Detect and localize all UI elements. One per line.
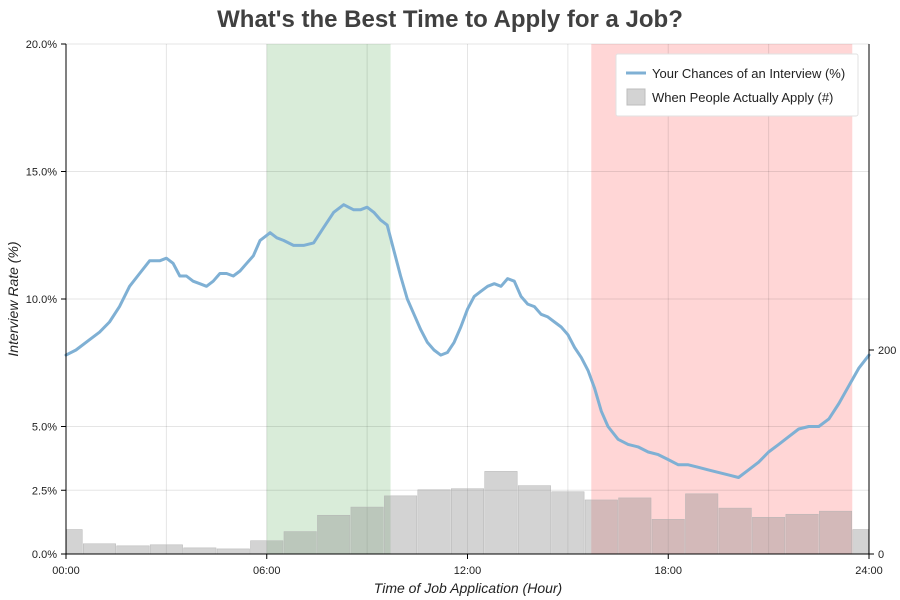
legend-box	[615, 53, 859, 117]
y-tick-label-2: 5.0%	[32, 422, 57, 434]
bar-17	[618, 497, 652, 555]
bar-15	[551, 491, 585, 555]
x-tick-label-3: 18:00	[654, 565, 682, 577]
legend: Your Chances of an Interview (%) When Pe…	[615, 53, 859, 117]
interview-rate-line	[64, 203, 871, 479]
bar-18	[651, 519, 685, 555]
x-axis-title: Time of Job Application (Hour)	[374, 580, 562, 596]
y-tick-label-0: 0.0%	[32, 549, 57, 561]
bar-4	[183, 547, 217, 555]
x-tick-label-4: 24:00	[855, 565, 883, 577]
secondary-y-tick-label-1: 200	[878, 345, 896, 357]
x-tick-label-0: 00:00	[52, 565, 80, 577]
bar-13	[484, 471, 518, 555]
bar-3	[149, 544, 183, 555]
bar-7	[283, 531, 317, 555]
y-tick-label-1: 2.5%	[32, 485, 57, 497]
bar-14	[517, 485, 551, 555]
bar-9	[350, 506, 384, 555]
chart-title: What's the Best Time to Apply for a Job?	[217, 6, 683, 33]
y-tick-label-3: 10.0%	[26, 294, 57, 306]
shaded-region-1	[591, 44, 853, 554]
y-tick-labels: 0.0% 2.5% 5.0% 10.0% 15.0% 20.0%	[26, 39, 57, 561]
bar-2	[116, 545, 150, 555]
grid-lines	[66, 43, 869, 555]
secondary-y-tick-label-0: 0	[878, 549, 884, 561]
bar-6	[250, 540, 284, 555]
bar-11	[417, 489, 451, 555]
y-tick-label-5: 20.0%	[26, 39, 57, 51]
bar-10	[384, 495, 418, 555]
y-axis-title: Interview Rate (%)	[5, 241, 21, 356]
legend-bar-label: When People Actually Apply (#)	[652, 90, 833, 105]
apply-count-bars	[66, 471, 869, 555]
shaded-region-0	[266, 44, 391, 554]
shaded-regions	[266, 44, 853, 554]
bar-22	[785, 513, 819, 555]
y-tick-label-4: 15.0%	[26, 167, 57, 179]
secondary-y-tick-labels: 0 200	[878, 345, 896, 561]
axes	[61, 43, 874, 559]
bar-1	[82, 543, 116, 555]
x-tick-label-2: 12:00	[454, 565, 482, 577]
bar-0	[66, 529, 83, 555]
bar-12	[451, 488, 484, 555]
x-tick-labels: 00:00 06:00 12:00 18:00 24:00	[52, 565, 883, 577]
bar-20	[718, 507, 752, 555]
bar-24	[852, 529, 869, 555]
bar-23	[819, 510, 853, 555]
legend-bar-swatch	[626, 88, 646, 106]
x-tick-label-1: 06:00	[253, 565, 281, 577]
bar-8	[317, 514, 351, 555]
bar-19	[685, 493, 719, 555]
bar-5	[216, 548, 250, 555]
bar-16	[584, 499, 618, 555]
bar-21	[752, 517, 786, 555]
legend-line-label: Your Chances of an Interview (%)	[652, 66, 845, 81]
